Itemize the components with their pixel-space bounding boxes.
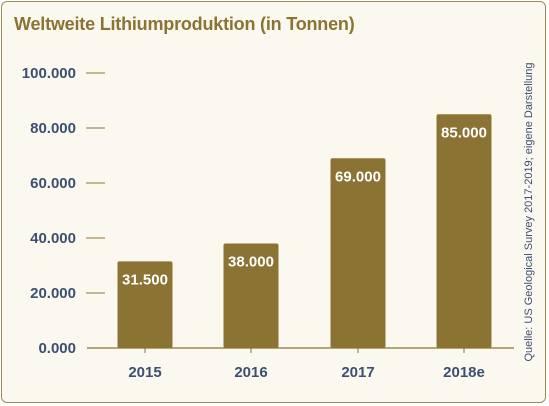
x-tick-label: 2015 bbox=[128, 364, 161, 381]
bar-value-label: 69.000 bbox=[335, 168, 381, 185]
y-tick-label: 0.000 bbox=[38, 340, 76, 357]
chart-title: Weltweite Lithiumproduktion (in Tonnen) bbox=[14, 14, 355, 34]
bar bbox=[436, 114, 492, 348]
y-tick-label: 40.000 bbox=[30, 230, 76, 247]
x-tick-label: 2018e bbox=[443, 364, 485, 381]
bar-value-label: 31.500 bbox=[122, 271, 168, 288]
x-tick-label: 2017 bbox=[341, 364, 374, 381]
y-tick-label: 60.000 bbox=[30, 175, 76, 192]
y-tick-label: 100.000 bbox=[22, 65, 76, 82]
y-tick-label: 20.000 bbox=[30, 285, 76, 302]
bar bbox=[117, 261, 173, 348]
bar-value-label: 85.000 bbox=[441, 124, 487, 141]
bar-value-label: 38.000 bbox=[228, 254, 274, 271]
bar-chart: 0.000 20.000 40.000 60.000 80.000 100.000 31.5… bbox=[22, 62, 535, 381]
source-note: Quelle: US Geological Survey 2017-2019; … bbox=[523, 62, 535, 361]
bar bbox=[330, 158, 386, 348]
y-tick-label: 80.000 bbox=[30, 120, 76, 137]
x-tick-label: 2016 bbox=[234, 364, 267, 381]
bar bbox=[223, 243, 279, 348]
